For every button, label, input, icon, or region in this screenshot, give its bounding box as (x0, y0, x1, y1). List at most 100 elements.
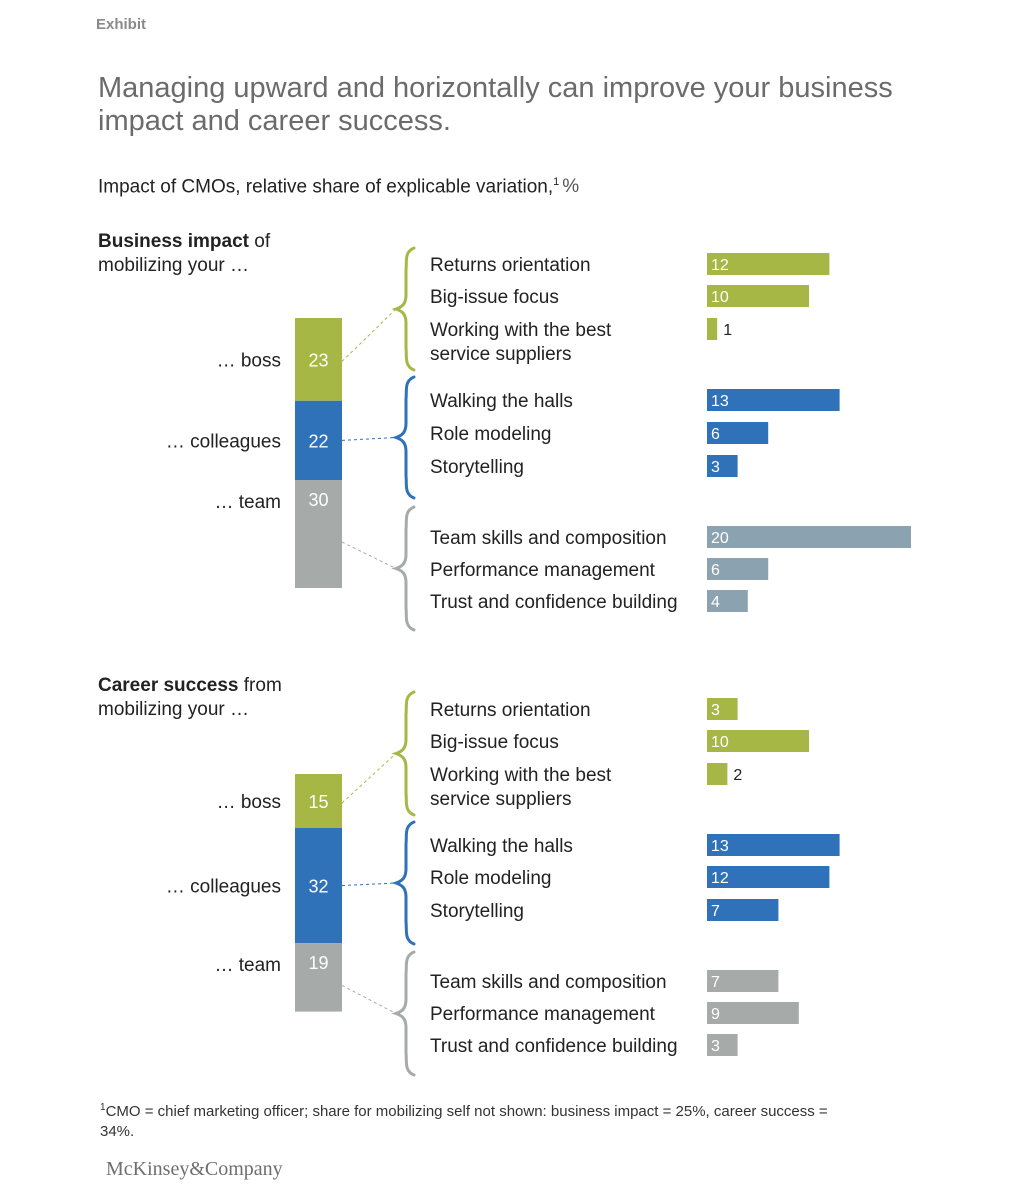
group-brace-colleagues (391, 820, 416, 946)
bar-value-label: 10 (711, 734, 729, 751)
bar-value-label: 20 (711, 530, 729, 547)
group-brace-boss (391, 690, 416, 817)
bar-value-label: 1 (723, 322, 732, 339)
stack-segment-boss (295, 774, 342, 828)
stack-category-label: … colleagues (166, 431, 281, 452)
stack-value-label: 22 (308, 431, 328, 451)
section-heading-bold: Business impact (98, 231, 249, 252)
bar-value-label: 13 (711, 393, 729, 410)
stack-category-label: … colleagues (166, 877, 281, 898)
stack-segment-team (295, 480, 342, 588)
stack-segment-boss (295, 318, 342, 401)
item-label: Role modeling (430, 868, 551, 889)
bar (707, 1034, 738, 1056)
chart-subtitle: Impact of CMOs, relative share of explic… (98, 176, 579, 198)
item-label: Trust and confidence building (430, 592, 678, 613)
stack-value-label: 30 (308, 490, 328, 510)
bar-value-label: 3 (711, 459, 720, 476)
connector-line (341, 308, 397, 362)
bar (707, 763, 728, 785)
bar-value-label: 3 (711, 1038, 720, 1055)
footnote-text: CMO = chief marketing officer; share for… (100, 1103, 828, 1140)
group-brace-boss (391, 246, 416, 372)
stack-category-label: … team (214, 492, 281, 513)
group-brace-team (391, 950, 416, 1077)
bar (707, 698, 738, 720)
footnote: 1CMO = chief marketing officer; share fo… (100, 1098, 860, 1142)
stack-category-label: … boss (217, 792, 281, 813)
bar (707, 899, 779, 921)
bar (707, 318, 718, 340)
section-heading-rest: of (249, 231, 271, 252)
bar-value-label: 6 (711, 426, 720, 443)
bar (707, 590, 748, 612)
stack-value-label: 19 (308, 953, 328, 973)
footnote-mark: 1 (100, 1102, 106, 1113)
connector-line (341, 541, 397, 569)
chart-title: Managing upward and horizontally can imp… (98, 72, 893, 137)
item-label: Returns orientation (430, 700, 591, 721)
stack-value-label: 15 (308, 792, 328, 812)
section-heading-line2: mobilizing your … (98, 699, 249, 720)
item-label: Big-issue focus (430, 287, 559, 308)
company-logo: McKinsey&Company (106, 1158, 283, 1180)
stack-value-label: 32 (308, 877, 328, 897)
bar (707, 970, 779, 992)
item-label: Storytelling (430, 457, 524, 478)
bar (707, 866, 830, 888)
bar-value-label: 2 (733, 767, 742, 784)
bar (707, 253, 830, 275)
section-heading-career-success: Career success from mobilizing your … (98, 674, 282, 722)
bar (707, 422, 769, 444)
group-brace-colleagues (391, 375, 416, 500)
connector-line (341, 437, 397, 441)
item-label: Returns orientation (430, 255, 591, 276)
item-label: Team skills and composition (430, 528, 667, 549)
subtitle-footnote-mark: 1 (553, 176, 560, 188)
stack-segment-team (295, 943, 342, 1012)
stack-value-label: 23 (308, 350, 328, 370)
item-label: Working with the best (430, 765, 612, 786)
connector-line (341, 984, 397, 1014)
section-heading-bold: Career success (98, 675, 239, 696)
bar (707, 455, 738, 477)
item-label: service suppliers (430, 789, 572, 810)
stack-category-label: … boss (217, 350, 281, 371)
subtitle-text: Impact of CMOs, relative share of explic… (98, 176, 554, 198)
item-label: Working with the best (430, 320, 612, 341)
item-label: Storytelling (430, 901, 524, 922)
item-label: Role modeling (430, 424, 551, 445)
connector-line (341, 753, 397, 804)
bar-value-label: 12 (711, 870, 729, 887)
stack-segment-colleagues (295, 400, 342, 480)
item-label: Trust and confidence building (430, 1036, 678, 1057)
item-label: Big-issue focus (430, 732, 559, 753)
bar-value-label: 7 (711, 974, 720, 991)
exhibit-label: Exhibit (96, 16, 147, 33)
section-heading-line2: mobilizing your … (98, 255, 249, 276)
item-label: Walking the halls (430, 391, 573, 412)
bar-value-label: 9 (711, 1006, 720, 1023)
bar-value-label: 10 (711, 289, 729, 306)
bar-value-label: 6 (711, 562, 720, 579)
bar-value-label: 7 (711, 903, 720, 920)
group-brace-team (391, 505, 416, 632)
subtitle-unit: % (562, 176, 580, 198)
stack-category-label: … team (214, 955, 281, 976)
connector-line (341, 882, 397, 887)
stack-segment-colleagues (295, 828, 342, 944)
item-label: Performance management (430, 1004, 656, 1025)
item-label: service suppliers (430, 344, 572, 365)
bar-value-label: 4 (711, 594, 720, 611)
item-label: Team skills and composition (430, 972, 667, 993)
bar (707, 558, 769, 580)
bar (707, 730, 809, 752)
bar-value-label: 13 (711, 838, 729, 855)
item-label: Performance management (430, 560, 656, 581)
section-heading-business-impact: Business impact of mobilizing your … (98, 230, 270, 278)
item-label: Walking the halls (430, 836, 573, 857)
bar (707, 834, 840, 856)
bar-value-label: 12 (711, 257, 729, 274)
bar (707, 285, 809, 307)
